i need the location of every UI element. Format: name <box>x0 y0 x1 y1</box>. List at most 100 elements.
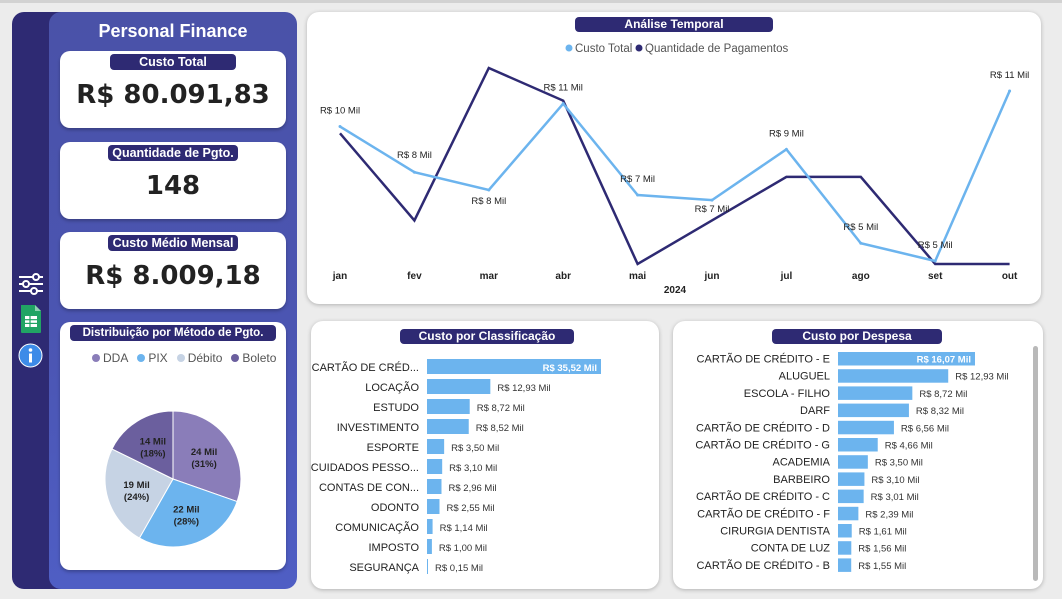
legend-swatch-dda <box>92 354 100 362</box>
payment-method-pie-chart[interactable]: 24 Mil(31%) 22 Mil(28%) 19 Mil(24%) 14 Mil(… <box>60 368 286 568</box>
category-label: CONTA DE LUZ <box>751 543 831 555</box>
category-label: ACADEMIA <box>773 457 831 469</box>
bar <box>427 439 445 454</box>
bar <box>427 459 443 474</box>
legend-item-boleto[interactable]: Boleto <box>231 351 276 365</box>
legend-item-debito[interactable]: Débito <box>176 351 222 365</box>
custo-total-point <box>338 125 342 129</box>
category-label: ESTUDO <box>373 402 419 414</box>
pie-percent-label: (24%) <box>124 492 149 503</box>
pie-slice-débito <box>104 448 174 539</box>
bar-value-label: R$ 1,00 Mil <box>439 543 487 554</box>
bar <box>838 541 852 555</box>
custo-total-point <box>933 259 937 263</box>
monthly-avg-card: Custo Médio Mensal R$ 8.009,18 <box>60 232 286 309</box>
monthly-avg-value: R$ 8.009,18 <box>85 261 261 291</box>
pie-slice-dda <box>172 410 242 503</box>
info-icon[interactable] <box>18 343 43 368</box>
bar-value-label: R$ 1,14 Mil <box>440 523 488 534</box>
monthly-avg-label: Custo Médio Mensal <box>108 235 238 251</box>
expense-chart-title: Custo por Despesa <box>772 329 942 344</box>
legend-label: DDA <box>103 351 129 365</box>
classification-panel: Custo por Classificação CARTÃO DE CRÉD..… <box>311 321 659 589</box>
legend-swatch-custo-total <box>565 44 573 52</box>
category-label: CARTÃO DE CRÉDITO - G <box>695 439 830 452</box>
x-tick-label: fev <box>407 271 422 282</box>
x-tick-label: ago <box>852 271 870 282</box>
custo-total-point <box>412 170 416 174</box>
bar-value-label: R$ 3,50 Mil <box>451 443 499 454</box>
category-label: CARTÃO DE CRÉDITO - E <box>697 353 830 366</box>
legend-item-pix[interactable]: PIX <box>137 351 168 365</box>
bar <box>838 506 859 521</box>
expense-panel: Custo por Despesa CARTÃO DE CRÉDITO - E R… <box>673 321 1043 589</box>
category-label: ODONTO <box>371 502 420 514</box>
line-chart-legend[interactable]: Custo Total Quantidade de Pagamentos <box>565 43 789 55</box>
top-border <box>0 0 1062 3</box>
bar <box>838 369 949 383</box>
google-sheets-icon[interactable] <box>19 304 43 334</box>
data-label: R$ 5 Mil <box>918 240 953 251</box>
temporal-analysis-panel: Análise Temporal Custo Total Quantidade d… <box>307 12 1041 304</box>
bar-value-label: R$ 35,52 Mil <box>543 363 597 374</box>
category-label: COMUNICAÇÃO <box>335 521 419 534</box>
x-tick-label: abr <box>555 271 571 282</box>
category-label: ESPORTE <box>367 442 419 454</box>
bar-value-label: R$ 8,72 Mil <box>919 389 967 400</box>
bar-value-label: R$ 1,56 Mil <box>858 544 906 555</box>
total-cost-card: Custo Total R$ 80.091,83 <box>60 51 286 128</box>
custo-total-point <box>561 102 565 106</box>
bar-value-label: R$ 12,93 Mil <box>955 372 1008 383</box>
x-tick-label: jan <box>332 271 347 282</box>
category-label: DARF <box>800 405 830 417</box>
category-label: ESCOLA - FILHO <box>744 388 831 400</box>
bar-value-label: R$ 3,10 Mil <box>871 475 919 486</box>
legend-label: Boleto <box>242 351 277 365</box>
pie-percent-label: (28%) <box>174 517 199 528</box>
classification-chart-title: Custo por Classificação <box>400 329 574 344</box>
x-tick-label: jun <box>704 271 720 282</box>
pie-percent-label: (18%) <box>140 449 165 460</box>
payment-method-card: Distribuição por Método de Pgto. DDA PIX… <box>60 322 286 570</box>
custo-total-point <box>636 193 640 197</box>
classification-bar-chart[interactable]: CARTÃO DE CRÉD... R$ 35,52 Mil LOCAÇÃO R$ 1… <box>311 321 659 589</box>
bar <box>427 559 428 574</box>
data-label: R$ 7 Mil <box>620 174 655 185</box>
bar-value-label: R$ 8,72 Mil <box>477 403 525 414</box>
temporal-line-chart[interactable]: Custo Total Quantidade de Pagamentos R$ 10… <box>307 12 1041 304</box>
category-label: CUIDADOS PESSO... <box>311 462 419 474</box>
expense-scrollbar[interactable] <box>1033 346 1038 581</box>
category-label: CONTAS DE CON... <box>319 482 419 494</box>
legend-swatch-boleto <box>231 354 240 362</box>
data-label: R$ 11 Mil <box>543 83 582 94</box>
line-chart-title: Análise Temporal <box>575 17 773 32</box>
category-label: CARTÃO DE CRÉD... <box>312 361 419 374</box>
custo-total-point <box>784 147 788 151</box>
legend-item-dda[interactable]: DDA <box>92 351 128 365</box>
filter-sliders-icon[interactable] <box>17 272 45 296</box>
bar-value-label: R$ 0,15 Mil <box>435 563 483 574</box>
category-label: CIRURGIA DENTISTA <box>720 526 830 538</box>
bar <box>838 352 975 366</box>
category-label: INVESTIMENTO <box>337 422 420 434</box>
bar-value-label: R$ 16,07 Mil <box>917 355 971 366</box>
category-label: BARBEIRO <box>773 474 830 486</box>
expense-bar-chart[interactable]: CARTÃO DE CRÉDITO - E R$ 16,07 Mil ALUGUEL… <box>673 321 1043 589</box>
data-label: R$ 8 Mil <box>471 196 506 207</box>
bar <box>838 386 913 400</box>
bar-value-label: R$ 4,66 Mil <box>885 441 933 452</box>
bar <box>427 359 601 374</box>
category-label: CARTÃO DE CRÉDITO - B <box>697 559 830 572</box>
custo-total-point <box>859 241 863 245</box>
bar-value-label: R$ 1,55 Mil <box>858 561 906 572</box>
bar-value-label: R$ 12,93 Mil <box>497 383 550 394</box>
category-label: ALUGUEL <box>779 371 830 383</box>
bar-value-label: R$ 2,96 Mil <box>449 483 497 494</box>
custo-total-point <box>487 188 491 192</box>
bar-value-label: R$ 6,56 Mil <box>901 423 949 434</box>
app-title: Personal Finance <box>98 21 248 41</box>
bar-value-label: R$ 8,52 Mil <box>476 423 524 434</box>
bar-value-label: R$ 3,01 Mil <box>871 492 919 503</box>
bar <box>427 419 469 434</box>
kpi-panel: Personal Finance Custo Total R$ 80.091,8… <box>49 12 297 589</box>
